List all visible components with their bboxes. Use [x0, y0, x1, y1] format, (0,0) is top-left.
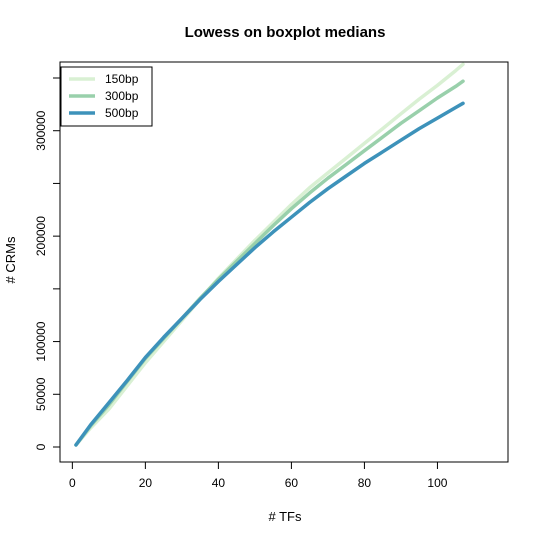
x-tick-label: 100 [427, 476, 447, 490]
x-tick-label: 40 [212, 476, 226, 490]
x-tick-label: 0 [69, 476, 76, 490]
y-axis-title: # CRMs [3, 236, 18, 283]
y-tick-label: 300000 [34, 110, 48, 150]
x-axis-title: # TFs [269, 509, 302, 524]
chart-title: Lowess on boxplot medians [185, 24, 386, 41]
x-tick-label: 20 [139, 476, 153, 490]
series-line-500bp [74, 101, 465, 447]
y-tick-label: 200000 [34, 216, 48, 256]
legend-label: 150bp [105, 72, 139, 86]
legend-label: 500bp [105, 106, 139, 120]
x-tick-label: 60 [285, 476, 299, 490]
y-tick-label: 100000 [34, 321, 48, 361]
x-tick-label: 80 [358, 476, 372, 490]
x-axis: 0 20 40 60 80 100 [69, 461, 448, 490]
series-line-150bp [74, 62, 465, 447]
y-axis: 0 50000 100000 200000 300000 [34, 77, 61, 450]
series-layer [74, 62, 465, 447]
y-tick-label: 50000 [34, 377, 48, 411]
y-tick-label: 0 [34, 443, 48, 450]
legend-label: 300bp [105, 89, 139, 103]
legend: 150bp 300bp 500bp [60, 66, 153, 127]
